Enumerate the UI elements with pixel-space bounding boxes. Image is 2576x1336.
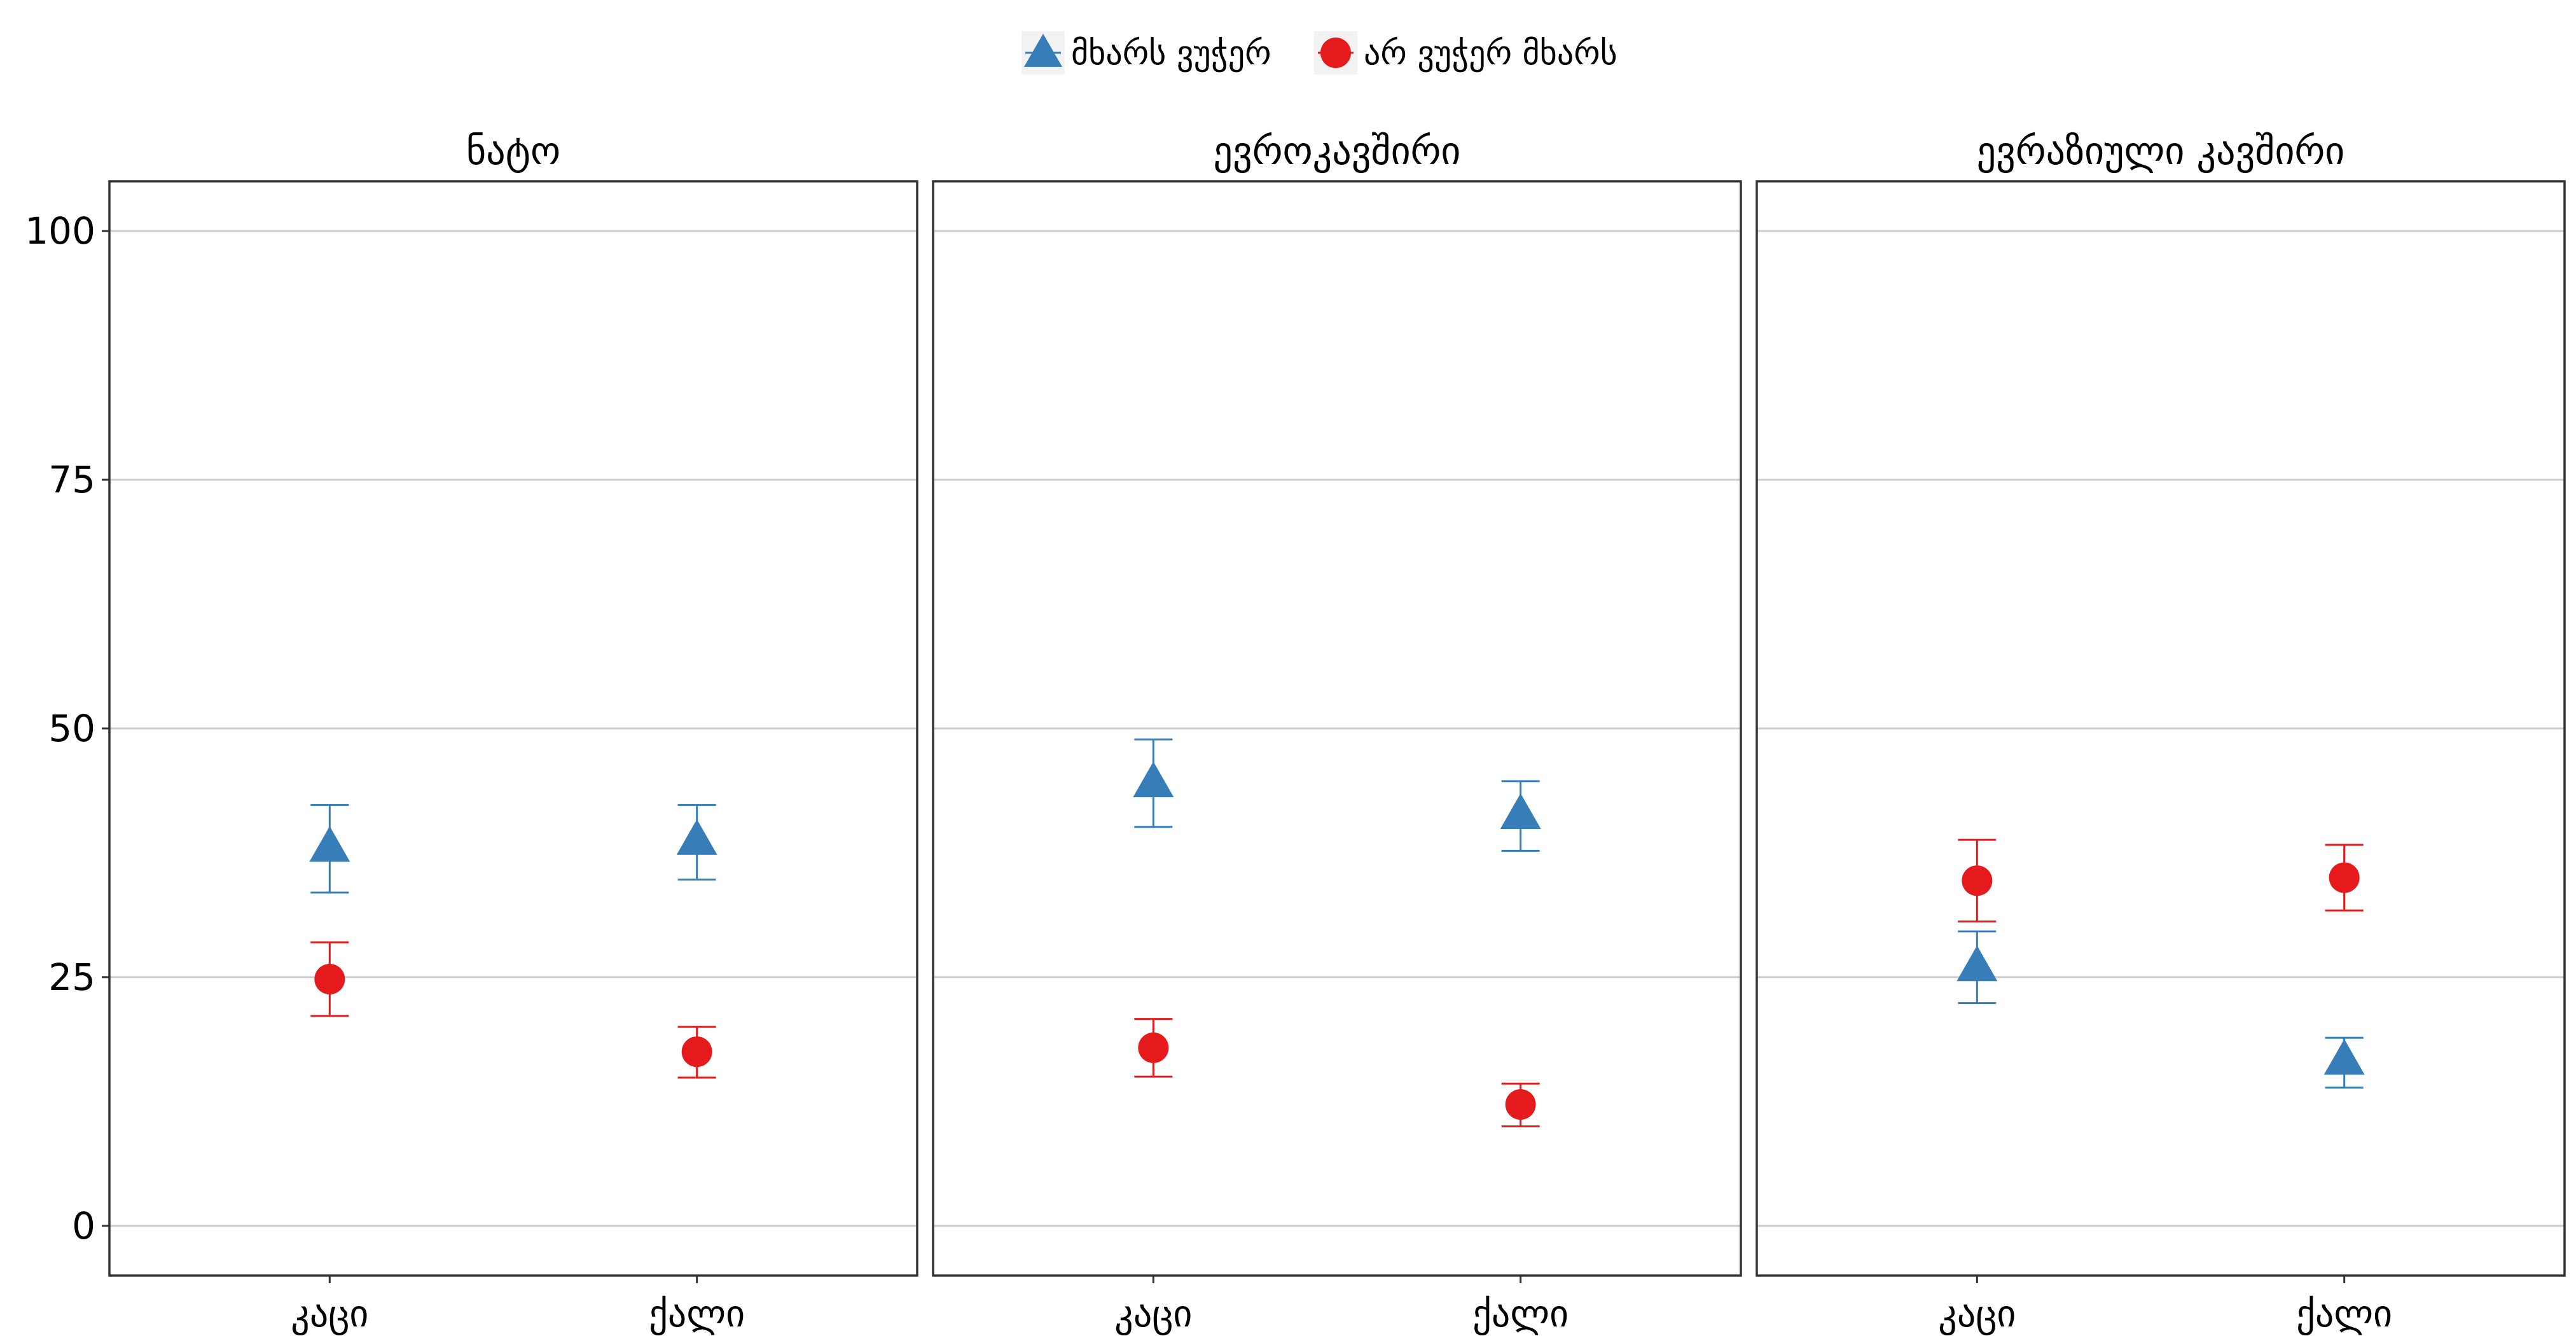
data-point-circle <box>1138 1032 1169 1063</box>
y-tick-label: 100 <box>25 209 95 253</box>
data-point-circle <box>1505 1089 1536 1120</box>
y-tick-label: 75 <box>48 458 95 501</box>
x-tick-label: ქალი <box>649 1292 745 1335</box>
legend-item: არ ვუჭერ მხარს <box>1314 31 1617 74</box>
x-tick-label: კაცი <box>1114 1292 1192 1335</box>
y-tick-label: 50 <box>48 707 95 750</box>
x-tick-label: ქალი <box>1472 1292 1568 1335</box>
data-point-circle <box>681 1036 712 1068</box>
panel: ევროკავშირი კაცი ქალი <box>932 129 1742 1335</box>
x-tick-label: კაცი <box>1938 1292 2016 1335</box>
panel-title: ნატო <box>466 129 560 174</box>
x-tick-label: კაცი <box>291 1292 368 1335</box>
data-point-circle <box>2329 862 2360 893</box>
y-tick-label: 0 <box>72 1204 95 1248</box>
legend-triangle-marker <box>1024 34 1062 67</box>
y-axis: 0 25 50 75 100 <box>25 209 109 1248</box>
legend-label: მხარს ვუჭერ <box>1071 34 1271 73</box>
data-point-circle <box>314 964 345 995</box>
legend-label: არ ვუჭერ მხარს <box>1364 34 1617 73</box>
data-point-triangle <box>1133 762 1174 797</box>
data-point-triangle <box>1500 793 1541 830</box>
panel-title: ევროკავშირი <box>1214 129 1461 174</box>
data-point-triangle <box>676 819 717 855</box>
data-point-triangle <box>309 826 350 862</box>
panel-border <box>1755 180 2566 1277</box>
y-tick-label: 25 <box>48 956 95 999</box>
panel: ნატო კაცი ქალი <box>108 129 918 1335</box>
x-tick-label: ქალი <box>2296 1292 2392 1335</box>
data-point-triangle <box>2323 1039 2365 1075</box>
panel: ევრაზიული კავშირი კაცი ქალი <box>1755 129 2566 1335</box>
data-point-circle <box>1962 865 1993 896</box>
data-point-triangle <box>1956 945 1998 982</box>
legend: მხარს ვუჭერ არ ვუჭერ მხარს <box>1021 31 1617 74</box>
panel-title: ევრაზიული კავშირი <box>1977 129 2345 174</box>
legend-item: მხარს ვუჭერ <box>1021 31 1271 74</box>
panel-border <box>932 180 1742 1277</box>
legend-circle-marker <box>1320 38 1351 68</box>
